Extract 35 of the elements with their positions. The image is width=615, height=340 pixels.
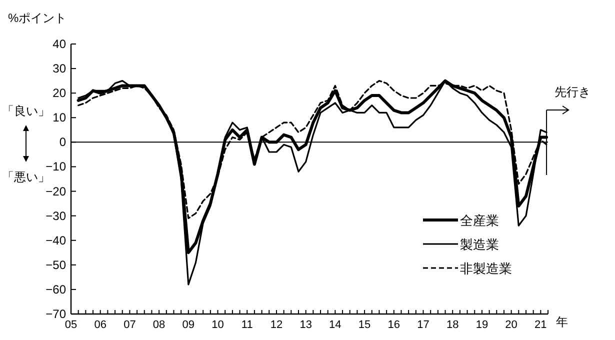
- x-tick-label: 11: [241, 319, 253, 331]
- x-tick-label: 05: [64, 319, 78, 331]
- x-tick-label: 20: [505, 319, 518, 331]
- y-tick-label: 0: [59, 135, 66, 150]
- legend-label: 製造業: [460, 237, 499, 252]
- x-tick-label: 10: [212, 319, 224, 331]
- legend-label: 全産業: [460, 213, 499, 228]
- y-tick-label: 20: [52, 86, 66, 100]
- x-tick-label: 08: [152, 319, 166, 331]
- x-tick-label: 21: [534, 319, 547, 331]
- x-tick-label: 16: [388, 319, 400, 331]
- x-tick-label: 12: [270, 319, 283, 331]
- y-tick-label: −50: [46, 258, 66, 272]
- x-tick-label: 18: [446, 319, 459, 331]
- y-axis-title: %ポイント: [8, 11, 67, 25]
- y-tick-label: −20: [46, 184, 66, 198]
- x-tick-label: 13: [300, 319, 312, 331]
- y-tick-label: 30: [52, 62, 66, 76]
- legend-label: 非製造業: [460, 261, 512, 276]
- x-tick-label: 19: [476, 319, 488, 331]
- x-tick-label: 07: [124, 319, 136, 331]
- y-tick-label: −30: [46, 208, 66, 223]
- y-tick-label: −40: [46, 233, 66, 248]
- text: 「良い」: [2, 104, 50, 118]
- text: 先行き: [554, 85, 591, 99]
- x-tick-label: 14: [329, 319, 342, 331]
- y-tick-label: −70: [46, 307, 66, 321]
- y-tick-label: −60: [46, 282, 66, 296]
- x-axis-title: 年: [556, 315, 568, 329]
- x-tick-label: 09: [182, 319, 195, 331]
- x-tick-label: 06: [94, 319, 106, 331]
- x-tick-label: 15: [358, 319, 371, 331]
- y-tick-label: 40: [52, 37, 66, 51]
- y-tick-label: 10: [52, 110, 66, 125]
- x-tick-label: 17: [417, 319, 430, 331]
